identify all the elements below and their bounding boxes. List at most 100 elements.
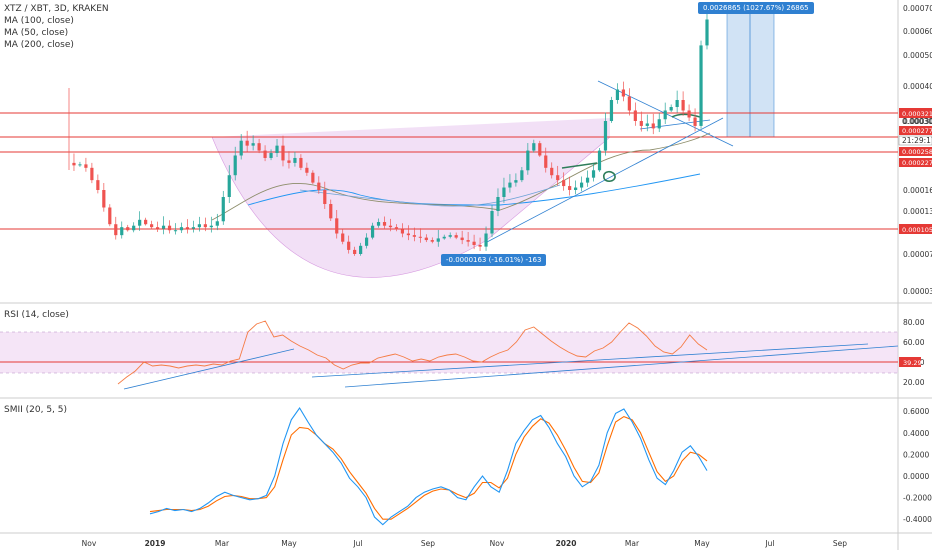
price-tag-text: 0.0001055 bbox=[902, 226, 932, 234]
time-tick-label: May bbox=[694, 539, 710, 548]
price-tag-text: 0.0002586 bbox=[902, 148, 932, 156]
measure-box bbox=[726, 9, 775, 138]
candle-body bbox=[114, 224, 118, 236]
smii-title[interactable]: SMII (20, 5, 5) bbox=[4, 405, 68, 415]
candle-body bbox=[305, 167, 309, 173]
ma-100-label[interactable]: MA (100, close) bbox=[4, 16, 74, 26]
candle-body bbox=[161, 225, 166, 229]
candle-body bbox=[329, 204, 333, 219]
candle-body bbox=[550, 167, 554, 176]
candle-body bbox=[609, 100, 614, 121]
candle-body bbox=[478, 244, 482, 247]
candle-body bbox=[442, 236, 446, 239]
candle-body bbox=[424, 237, 428, 241]
candle-body bbox=[299, 157, 303, 168]
candle-body bbox=[562, 180, 566, 187]
rsi-tick-label: 80.00 bbox=[903, 318, 925, 327]
candle-body bbox=[448, 235, 452, 237]
measure-bottom-label: -0.0000163 (-16.01%) -163 bbox=[441, 254, 547, 266]
candle-body bbox=[317, 182, 321, 190]
rsi-tick-label: 60.00 bbox=[903, 338, 925, 347]
smii-axis: 0.6000 0.4000 0.2000 0.0000 -0.2000 -0.4000 bbox=[903, 407, 932, 524]
candle-body bbox=[669, 107, 673, 111]
candle-body bbox=[394, 227, 399, 230]
candle-body bbox=[341, 233, 345, 242]
price-tag-text: 0.0003212 bbox=[902, 110, 932, 118]
candle-body bbox=[251, 143, 255, 146]
ma-50-label[interactable]: MA (50, close) bbox=[4, 28, 69, 38]
candle-body bbox=[406, 233, 411, 236]
price-tag-text: 0.0002279 bbox=[902, 159, 932, 167]
ma-200-label[interactable]: MA (200, close) bbox=[4, 40, 74, 50]
price-tick-label: 0.0007000 bbox=[903, 4, 932, 13]
candle-body bbox=[102, 190, 106, 208]
candle-body bbox=[657, 119, 661, 129]
candle-body bbox=[574, 187, 578, 190]
ma-200-line bbox=[247, 173, 701, 206]
candle-body bbox=[544, 155, 548, 168]
candle-body bbox=[179, 227, 184, 231]
time-tick-label: Nov bbox=[82, 539, 97, 548]
candle-body bbox=[603, 121, 608, 151]
candle-body bbox=[526, 150, 530, 171]
candle-body bbox=[514, 180, 518, 183]
time-axis[interactable]: Nov 2019 Mar May Jul Sep Nov 2020 Mar May Jul Sep bbox=[82, 539, 848, 548]
smii-tick-label: 0.2000 bbox=[903, 450, 929, 459]
price-tags: 0.0003212 0.0003000 0.0002771 21:29:17 0… bbox=[898, 108, 932, 367]
countdown-tag: 21:29:17 bbox=[902, 136, 932, 145]
measure-top-label: 0.0026865 (1027.67%) 26865 bbox=[698, 2, 814, 14]
price-tag bbox=[899, 158, 932, 167]
candle-body bbox=[484, 233, 488, 247]
price-tick-label: 0.0003000 bbox=[903, 117, 932, 126]
candle-body bbox=[520, 170, 524, 181]
candle-body bbox=[185, 227, 190, 229]
main-legend: XTZ / XBT, 3D, KRAKEN MA (100, close) MA… bbox=[4, 3, 109, 51]
hand-drawn-mark bbox=[671, 113, 701, 118]
candle-body bbox=[430, 240, 434, 242]
candle-body bbox=[364, 237, 369, 246]
candle-body bbox=[275, 145, 279, 154]
candle-body bbox=[359, 245, 363, 254]
time-tick-label: Jul bbox=[764, 539, 774, 548]
candle-body bbox=[108, 207, 112, 225]
candle-body bbox=[532, 143, 536, 151]
candle-body bbox=[323, 190, 327, 204]
candle-body bbox=[436, 238, 440, 242]
symbol-title[interactable]: XTZ / XBT, 3D, KRAKEN bbox=[4, 4, 109, 14]
candle-body bbox=[490, 211, 494, 234]
smii-legend: SMII (20, 5, 5) bbox=[4, 404, 67, 416]
candle-body bbox=[454, 235, 458, 238]
price-tag bbox=[898, 135, 932, 146]
candle-body bbox=[167, 225, 172, 231]
price-tag bbox=[899, 224, 932, 234]
smii-line bbox=[149, 406, 708, 526]
candle-body bbox=[155, 227, 160, 229]
candle-body bbox=[382, 222, 387, 226]
candle-body bbox=[639, 121, 643, 126]
candle-body bbox=[591, 170, 596, 178]
candle-body bbox=[502, 187, 506, 197]
candle-body bbox=[221, 197, 225, 222]
smii-signal-line bbox=[149, 415, 708, 520]
candle-body bbox=[538, 143, 542, 156]
candle-body bbox=[281, 145, 285, 161]
time-tick-label: Sep bbox=[833, 539, 847, 548]
candle-body bbox=[460, 237, 464, 241]
smii-tick-label: 0.6000 bbox=[903, 407, 929, 416]
candle-body bbox=[126, 227, 130, 231]
candle-body bbox=[705, 19, 709, 46]
smii-tick-label: 0.0000 bbox=[903, 472, 929, 481]
candle-body bbox=[287, 160, 291, 163]
price-tick-label: 0.0005000 bbox=[903, 51, 932, 60]
candle-body bbox=[687, 110, 691, 118]
candle-body bbox=[311, 172, 315, 183]
candle-body bbox=[508, 182, 512, 188]
candle-body bbox=[203, 224, 207, 228]
hand-drawn-mark bbox=[561, 162, 616, 182]
price-tick-label: 0.0001600 bbox=[903, 186, 932, 195]
rsi-title[interactable]: RSI (14, close) bbox=[4, 310, 69, 320]
smii-tick-label: 0.4000 bbox=[903, 429, 929, 438]
candle-body bbox=[227, 175, 231, 197]
candle-body bbox=[191, 227, 196, 229]
